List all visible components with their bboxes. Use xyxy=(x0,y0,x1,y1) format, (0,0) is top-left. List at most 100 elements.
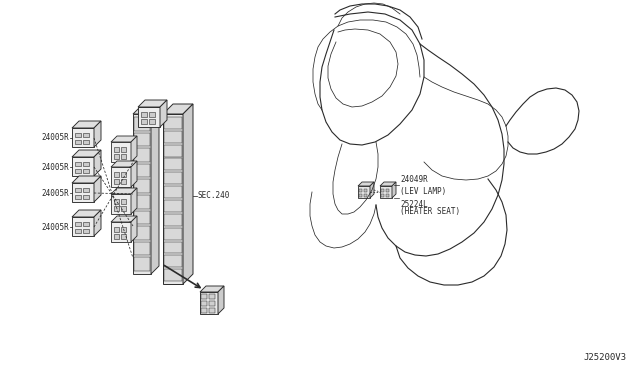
Polygon shape xyxy=(380,182,396,186)
Polygon shape xyxy=(134,211,150,224)
Polygon shape xyxy=(359,194,362,197)
Polygon shape xyxy=(94,121,101,147)
Polygon shape xyxy=(133,106,159,114)
Polygon shape xyxy=(131,188,137,214)
Polygon shape xyxy=(72,210,101,217)
Polygon shape xyxy=(75,140,81,144)
Polygon shape xyxy=(134,148,150,162)
Polygon shape xyxy=(134,226,150,240)
Polygon shape xyxy=(83,188,90,192)
Polygon shape xyxy=(114,199,118,203)
Polygon shape xyxy=(164,186,182,198)
Polygon shape xyxy=(160,100,167,127)
Polygon shape xyxy=(164,241,182,253)
Polygon shape xyxy=(209,301,215,306)
Polygon shape xyxy=(183,104,193,284)
Polygon shape xyxy=(163,104,193,114)
Polygon shape xyxy=(141,119,147,124)
Polygon shape xyxy=(114,154,118,159)
Polygon shape xyxy=(200,286,224,292)
Polygon shape xyxy=(131,161,137,187)
Polygon shape xyxy=(75,169,81,173)
Polygon shape xyxy=(134,195,150,209)
Polygon shape xyxy=(122,179,126,185)
Polygon shape xyxy=(114,171,118,177)
Polygon shape xyxy=(114,234,118,239)
Polygon shape xyxy=(201,301,207,306)
Polygon shape xyxy=(164,214,182,226)
Polygon shape xyxy=(111,194,131,214)
Polygon shape xyxy=(83,195,90,199)
Polygon shape xyxy=(94,210,101,236)
Polygon shape xyxy=(83,169,90,173)
Polygon shape xyxy=(83,229,90,233)
Polygon shape xyxy=(209,308,215,313)
Polygon shape xyxy=(114,179,118,185)
Polygon shape xyxy=(83,222,90,226)
Polygon shape xyxy=(164,158,182,170)
Polygon shape xyxy=(114,147,118,152)
Polygon shape xyxy=(122,147,126,152)
Polygon shape xyxy=(111,222,131,242)
Polygon shape xyxy=(364,194,367,197)
Text: (HEATER SEAT): (HEATER SEAT) xyxy=(400,207,460,216)
Polygon shape xyxy=(122,227,126,232)
Polygon shape xyxy=(72,150,101,157)
Polygon shape xyxy=(75,133,81,137)
Polygon shape xyxy=(134,164,150,177)
Polygon shape xyxy=(392,182,396,198)
Polygon shape xyxy=(72,128,94,147)
Polygon shape xyxy=(386,194,389,197)
Text: (LEV LAMP): (LEV LAMP) xyxy=(400,187,446,196)
Polygon shape xyxy=(131,136,137,162)
Polygon shape xyxy=(164,228,182,240)
Polygon shape xyxy=(114,206,118,211)
Polygon shape xyxy=(75,188,81,192)
Polygon shape xyxy=(72,157,94,176)
Polygon shape xyxy=(75,229,81,233)
Polygon shape xyxy=(381,194,384,197)
Polygon shape xyxy=(358,186,370,198)
Text: 24005R: 24005R xyxy=(41,163,69,171)
Polygon shape xyxy=(370,182,374,198)
Polygon shape xyxy=(83,162,90,166)
Polygon shape xyxy=(122,199,126,203)
Text: 24005R: 24005R xyxy=(41,134,69,142)
Text: SEC.240: SEC.240 xyxy=(198,191,230,200)
Polygon shape xyxy=(164,255,182,267)
Polygon shape xyxy=(72,121,101,128)
Polygon shape xyxy=(201,308,207,313)
Polygon shape xyxy=(164,131,182,143)
Polygon shape xyxy=(111,188,137,194)
Polygon shape xyxy=(358,182,374,186)
Polygon shape xyxy=(134,179,150,193)
Text: 24005R: 24005R xyxy=(41,222,69,231)
Polygon shape xyxy=(164,269,182,281)
Polygon shape xyxy=(164,145,182,157)
Polygon shape xyxy=(386,189,389,192)
Text: J25200V3: J25200V3 xyxy=(583,353,626,362)
Polygon shape xyxy=(164,172,182,184)
Polygon shape xyxy=(114,227,118,232)
Polygon shape xyxy=(134,242,150,256)
Polygon shape xyxy=(72,176,101,183)
Polygon shape xyxy=(122,154,126,159)
Polygon shape xyxy=(164,200,182,212)
Polygon shape xyxy=(122,234,126,239)
Polygon shape xyxy=(149,112,156,117)
Polygon shape xyxy=(138,100,167,107)
Polygon shape xyxy=(122,171,126,177)
Polygon shape xyxy=(72,183,94,202)
Polygon shape xyxy=(164,117,182,129)
Polygon shape xyxy=(218,286,224,314)
Polygon shape xyxy=(134,257,150,271)
Polygon shape xyxy=(75,195,81,199)
Polygon shape xyxy=(75,222,81,226)
Polygon shape xyxy=(149,119,156,124)
Polygon shape xyxy=(200,292,218,314)
Polygon shape xyxy=(201,294,207,299)
Polygon shape xyxy=(72,217,94,236)
Polygon shape xyxy=(141,112,147,117)
Polygon shape xyxy=(75,162,81,166)
Text: 24005R: 24005R xyxy=(41,189,69,198)
